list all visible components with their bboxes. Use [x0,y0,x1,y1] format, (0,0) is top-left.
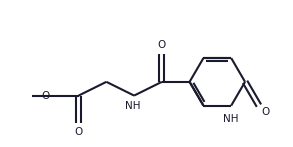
Text: O: O [158,40,166,50]
Text: O: O [74,127,83,137]
Text: O: O [41,91,50,101]
Text: NH: NH [125,101,140,111]
Text: O: O [262,107,270,117]
Text: NH: NH [224,114,239,124]
